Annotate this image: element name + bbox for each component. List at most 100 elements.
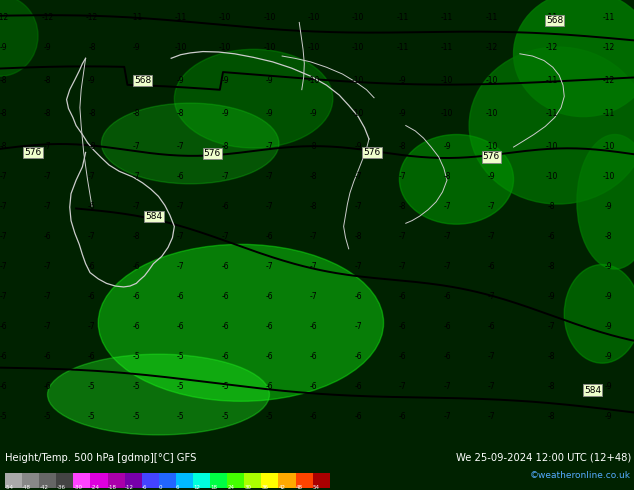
Text: -6: -6 <box>354 382 362 391</box>
Text: -10: -10 <box>174 44 187 52</box>
Text: -6: -6 <box>443 322 451 331</box>
Bar <box>91 472 108 489</box>
Text: -10: -10 <box>352 109 365 118</box>
Text: -6: -6 <box>133 322 140 331</box>
Bar <box>159 472 176 489</box>
Text: -11: -11 <box>441 13 453 23</box>
Text: -8: -8 <box>133 109 140 118</box>
Text: -6: -6 <box>0 382 7 391</box>
Text: 48: 48 <box>295 485 302 490</box>
Text: 576: 576 <box>24 148 42 157</box>
Text: -7: -7 <box>0 262 7 271</box>
Text: -8: -8 <box>133 232 140 241</box>
Text: -7: -7 <box>354 172 362 181</box>
Text: -7: -7 <box>44 142 51 150</box>
Text: -7: -7 <box>44 202 51 211</box>
Text: -10: -10 <box>602 172 615 181</box>
Text: -9: -9 <box>605 292 612 301</box>
Bar <box>22 472 39 489</box>
Bar <box>313 472 330 489</box>
Text: -8: -8 <box>310 142 318 150</box>
Text: -7: -7 <box>44 292 51 301</box>
Text: -6: -6 <box>221 352 229 361</box>
Bar <box>278 472 295 489</box>
Text: We 25-09-2024 12:00 UTC (12+48): We 25-09-2024 12:00 UTC (12+48) <box>456 452 631 463</box>
Bar <box>295 472 313 489</box>
Bar <box>108 472 125 489</box>
Text: -9: -9 <box>605 412 612 421</box>
Text: -54: -54 <box>5 485 14 490</box>
Text: -10: -10 <box>545 142 558 150</box>
Text: -11: -11 <box>602 13 615 23</box>
Text: -6: -6 <box>399 322 406 331</box>
Text: -11: -11 <box>396 44 409 52</box>
Text: -5: -5 <box>266 412 273 421</box>
Text: -10: -10 <box>441 76 453 85</box>
Text: -7: -7 <box>354 322 362 331</box>
Text: 568: 568 <box>134 76 152 85</box>
Text: -6: -6 <box>221 322 229 331</box>
Text: -6: -6 <box>443 352 451 361</box>
Ellipse shape <box>0 0 38 76</box>
Text: -6: -6 <box>399 412 406 421</box>
Text: -6: -6 <box>354 352 362 361</box>
Text: -7: -7 <box>266 262 273 271</box>
Bar <box>5 472 22 489</box>
Text: 576: 576 <box>204 149 221 158</box>
Text: -8: -8 <box>310 172 318 181</box>
Text: -11: -11 <box>441 44 453 52</box>
Text: -24: -24 <box>91 485 100 490</box>
Text: -11: -11 <box>485 13 498 23</box>
Text: -6: -6 <box>310 352 318 361</box>
Text: -10: -10 <box>441 109 453 118</box>
Text: -7: -7 <box>488 232 495 241</box>
Text: -48: -48 <box>22 485 31 490</box>
Text: -11: -11 <box>545 109 558 118</box>
Text: 576: 576 <box>363 148 381 157</box>
Text: -7: -7 <box>266 142 273 150</box>
Text: -7: -7 <box>0 292 7 301</box>
Text: Height/Temp. 500 hPa [gdmp][°C] GFS: Height/Temp. 500 hPa [gdmp][°C] GFS <box>5 452 197 463</box>
Text: -7: -7 <box>221 172 229 181</box>
Text: -9: -9 <box>548 292 555 301</box>
Text: -6: -6 <box>88 292 96 301</box>
Text: ©weatheronline.co.uk: ©weatheronline.co.uk <box>530 471 631 480</box>
Text: -36: -36 <box>56 485 65 490</box>
Text: -5: -5 <box>221 382 229 391</box>
Text: -7: -7 <box>399 232 406 241</box>
Bar <box>244 472 261 489</box>
Text: -9: -9 <box>399 109 406 118</box>
Text: -7: -7 <box>133 142 140 150</box>
Text: -10: -10 <box>263 13 276 23</box>
Text: -9: -9 <box>310 109 318 118</box>
Text: -10: -10 <box>602 142 615 150</box>
Text: -6: -6 <box>443 292 451 301</box>
Text: -7: -7 <box>266 202 273 211</box>
Text: -9: -9 <box>221 109 229 118</box>
Text: -8: -8 <box>548 262 555 271</box>
Text: -10: -10 <box>352 76 365 85</box>
Text: -7: -7 <box>133 172 140 181</box>
Text: -7: -7 <box>443 232 451 241</box>
Text: -10: -10 <box>219 13 231 23</box>
Ellipse shape <box>577 134 634 269</box>
Text: -10: -10 <box>485 142 498 150</box>
Text: -5: -5 <box>88 412 96 421</box>
Bar <box>193 472 210 489</box>
Text: -10: -10 <box>352 44 365 52</box>
Text: -9: -9 <box>605 382 612 391</box>
Bar <box>176 472 193 489</box>
Text: -10: -10 <box>307 76 320 85</box>
Text: -10: -10 <box>307 13 320 23</box>
Text: -7: -7 <box>177 232 184 241</box>
Text: -42: -42 <box>39 485 48 490</box>
Text: 24: 24 <box>227 485 234 490</box>
Text: -8: -8 <box>88 44 96 52</box>
Bar <box>142 472 159 489</box>
Text: -6: -6 <box>266 352 273 361</box>
Text: -6: -6 <box>221 292 229 301</box>
Text: 54: 54 <box>313 485 320 490</box>
Text: -12: -12 <box>0 13 10 23</box>
Text: -9: -9 <box>266 109 273 118</box>
Bar <box>210 472 227 489</box>
